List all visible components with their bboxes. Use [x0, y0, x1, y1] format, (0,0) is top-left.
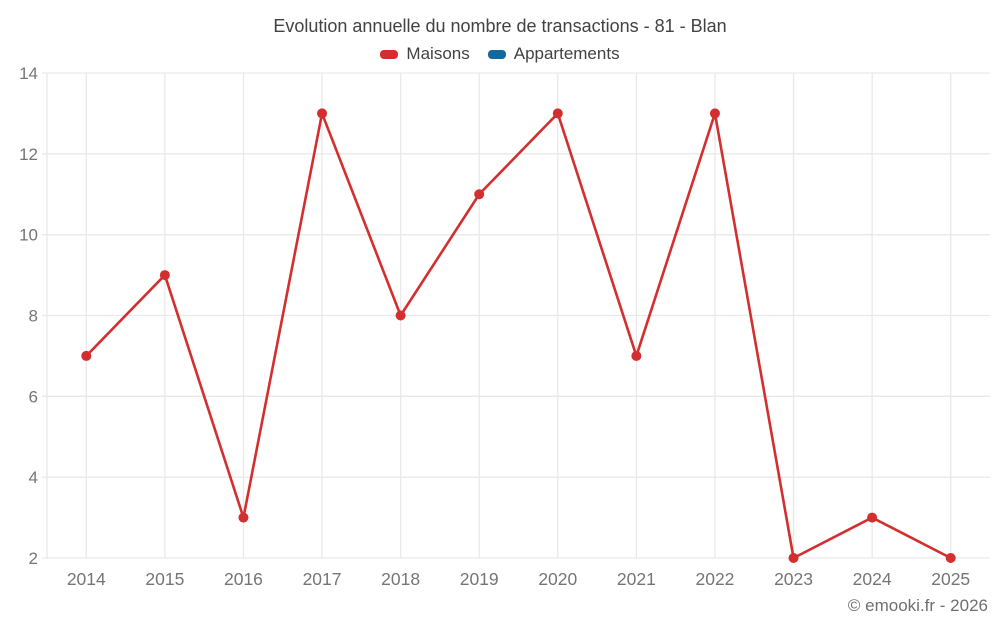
x-axis-tick-label: 2019 — [460, 569, 499, 589]
credit-text[interactable]: © emooki.fr - 2026 — [847, 596, 988, 615]
data-point-maisons[interactable] — [317, 108, 328, 119]
data-point-maisons[interactable] — [159, 270, 170, 281]
appartements-series-swatch-icon — [487, 49, 506, 59]
series-line-maisons — [84, 112, 953, 560]
y-axis-tick-label: 6 — [29, 387, 38, 406]
x-axis-tick-label: 2014 — [67, 569, 106, 589]
x-axis-tick-label: 2016 — [224, 569, 263, 589]
data-point-maisons[interactable] — [552, 108, 563, 119]
x-axis-tick-label: 2023 — [774, 569, 813, 589]
x-axis-tick-label: 2017 — [303, 569, 342, 589]
x-axis-tick-label: 2020 — [538, 569, 577, 589]
x-axis-tick-label: 2025 — [931, 569, 970, 589]
chart-title: Evolution annuelle du nombre de transact… — [273, 16, 727, 36]
data-point-maisons[interactable] — [867, 512, 878, 523]
data-point-maisons[interactable] — [474, 189, 485, 200]
x-axis-tick-label: 2018 — [381, 569, 420, 589]
data-point-maisons[interactable] — [81, 350, 92, 361]
data-point-maisons[interactable] — [709, 108, 720, 119]
x-axis-tick-label: 2024 — [853, 569, 892, 589]
y-axis-tick-label: 10 — [19, 226, 38, 245]
x-axis-tick-label: 2022 — [695, 569, 734, 589]
data-point-maisons[interactable] — [788, 553, 799, 563]
data-point-maisons[interactable] — [238, 512, 249, 523]
maisons-series-swatch-icon — [380, 49, 399, 59]
x-axis-tick-label: 2021 — [617, 569, 656, 589]
y-axis-tick-label: 14 — [19, 64, 38, 83]
data-point-maisons[interactable] — [395, 310, 406, 321]
legend-label-appartements: Appartements — [513, 44, 620, 63]
y-axis-tick-label: 8 — [29, 307, 38, 326]
data-point-maisons[interactable] — [945, 553, 956, 563]
x-axis-tick-label: 2015 — [145, 569, 184, 589]
y-axis-tick-label: 2 — [29, 549, 38, 568]
y-axis-tick-label: 4 — [29, 468, 38, 487]
legend-item-maisons[interactable]: Maisons — [380, 44, 470, 64]
y-axis-tick-label: 12 — [19, 145, 38, 164]
legend: Maisons Appartements — [0, 44, 1000, 64]
legend-item-appartements[interactable]: Appartements — [487, 44, 620, 64]
data-point-maisons[interactable] — [631, 350, 642, 361]
legend-label-maisons: Maisons — [406, 44, 470, 63]
